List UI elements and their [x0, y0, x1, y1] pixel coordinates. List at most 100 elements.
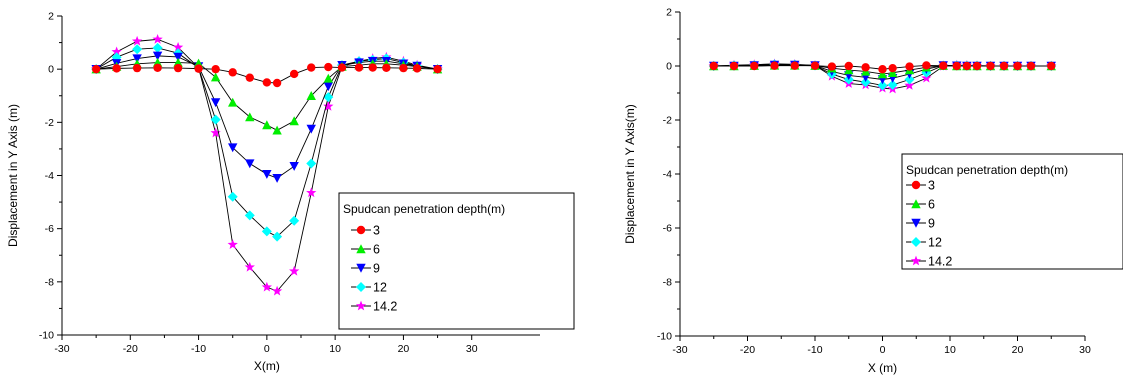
data-point: [306, 158, 317, 169]
y-tick-label: -4: [45, 170, 54, 182]
data-point: [211, 64, 220, 74]
legend: Spudcan penetration depth(m) 3 6 9 12 14.2: [901, 153, 1123, 270]
legend-item-9: 9: [351, 262, 380, 276]
legend-marker: [356, 263, 366, 273]
data-point: [228, 68, 237, 77]
data-point: [112, 64, 121, 73]
data-point: [244, 210, 255, 221]
data-point: [152, 42, 163, 53]
legend-title: Spudcan penetration depth(m): [906, 163, 1068, 177]
data-point: [770, 61, 779, 70]
x-tick-label: 30: [1079, 344, 1091, 356]
legend-item-6: 6: [351, 243, 380, 257]
data-point: [210, 114, 221, 125]
data-point: [271, 285, 283, 296]
data-point: [306, 124, 316, 134]
data-point: [261, 281, 272, 292]
x-tick-label: 20: [1012, 344, 1024, 356]
legend-label: 6: [928, 198, 935, 212]
series-3: [91, 62, 442, 88]
data-point: [262, 78, 272, 87]
data-point: [952, 61, 961, 71]
x-tick-label: 10: [329, 343, 341, 355]
legend-item-3: 3: [906, 179, 935, 193]
legend-label: 14.2: [373, 300, 397, 314]
data-point: [306, 91, 316, 100]
data-point: [1013, 61, 1022, 71]
legend-marker: [356, 282, 366, 292]
data-point: [323, 92, 334, 103]
x-tick-label: 10: [944, 344, 956, 356]
data-point: [323, 73, 334, 83]
y-tick-label: -10: [657, 331, 672, 343]
legend-marker: [911, 218, 921, 228]
data-point: [210, 127, 221, 138]
data-point: [939, 61, 948, 70]
data-point: [1047, 61, 1056, 71]
data-point: [307, 63, 316, 72]
x-tick-label: 30: [466, 343, 478, 355]
legend-marker: [356, 244, 366, 254]
data-point: [905, 62, 914, 71]
legend-label: 9: [928, 217, 935, 231]
y-tick-label: -8: [45, 276, 54, 288]
data-point: [827, 62, 837, 71]
y-tick-label: 2: [48, 11, 54, 23]
y-tick-label: 2: [666, 7, 672, 19]
legend-label: 6: [373, 243, 380, 257]
data-point: [228, 97, 238, 107]
series-9: [91, 51, 443, 183]
legend-title: Spudcan penetration depth(m): [343, 202, 505, 216]
data-point: [244, 261, 255, 272]
data-point: [153, 63, 162, 73]
data-point: [306, 187, 317, 198]
data-point: [228, 143, 238, 153]
data-point: [227, 239, 238, 249]
chart-right: -10-8-6-4-202-30 -20 -10 0 10 20 30X (m)Displa…: [623, 7, 1123, 375]
data-point: [289, 69, 299, 79]
data-point: [709, 61, 718, 71]
data-point: [729, 61, 739, 71]
data-point: [922, 61, 931, 70]
legend-marker: [911, 237, 921, 247]
data-point: [324, 62, 333, 72]
data-point: [261, 226, 272, 237]
data-point: [323, 82, 334, 92]
legend-label: 14.2: [928, 255, 952, 269]
data-point: [272, 173, 282, 183]
data-point: [399, 63, 408, 73]
data-point: [860, 77, 871, 88]
data-point: [194, 64, 203, 73]
legend-label: 3: [373, 224, 380, 238]
data-point: [289, 215, 300, 226]
y-tick-label: -8: [663, 277, 672, 289]
data-point: [337, 63, 347, 72]
data-point: [887, 68, 898, 77]
y-tick-label: -6: [663, 223, 672, 235]
x-tick-label: 0: [264, 343, 270, 355]
series-3: [709, 61, 1056, 74]
data-point: [272, 78, 282, 88]
data-point: [210, 72, 221, 82]
legend-item-3: 3: [351, 224, 380, 238]
x-tick-label: -10: [191, 343, 206, 355]
legend-item-9: 9: [906, 217, 935, 231]
data-point: [1026, 61, 1036, 71]
legend-marker: [911, 199, 921, 209]
data-point: [289, 116, 299, 126]
data-point: [132, 63, 142, 73]
data-point: [173, 52, 183, 62]
legend-marker: [355, 300, 367, 311]
chart-left: -10-8-6-4-202-30 -20 -10 0 10 20 30X(m)Displac…: [6, 11, 575, 373]
x-axis-title: X(m): [254, 359, 280, 373]
data-point: [877, 80, 888, 91]
legend-item-6: 6: [906, 198, 935, 212]
y-axis-title: Displacement in Y Axis(m): [623, 104, 637, 244]
data-point: [289, 161, 299, 171]
y-tick-label: 0: [48, 64, 54, 76]
data-point: [245, 73, 254, 82]
data-point: [91, 64, 101, 74]
data-point: [262, 169, 272, 179]
data-point: [810, 61, 820, 70]
data-point: [111, 46, 122, 57]
